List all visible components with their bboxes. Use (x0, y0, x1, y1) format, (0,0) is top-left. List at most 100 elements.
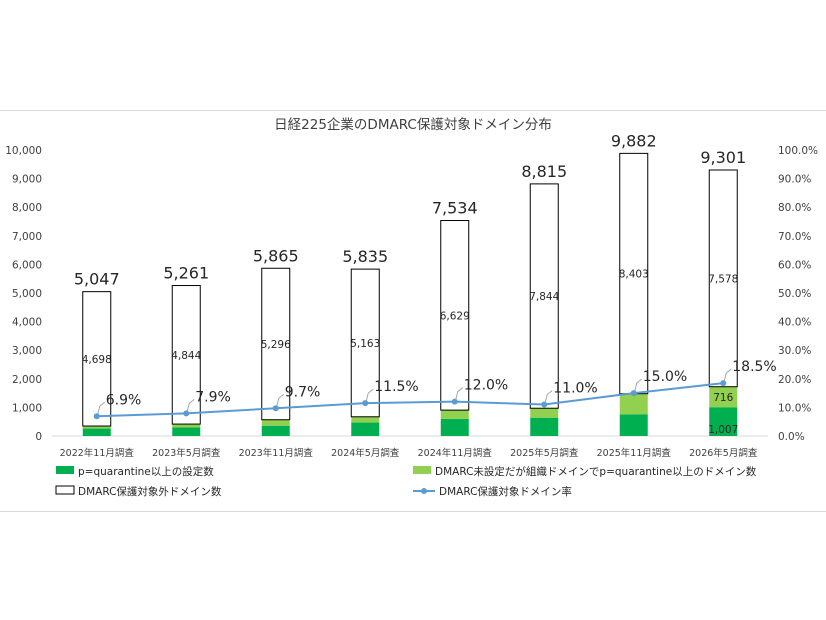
rate-point (541, 401, 548, 408)
segment-value-label: 7,844 (529, 291, 559, 303)
rate-value-label: 7.9% (195, 389, 231, 405)
total-value-label: 5,835 (342, 247, 388, 266)
legend-label: DMARC保護対象ドメイン率 (439, 485, 572, 498)
bar-segment (619, 393, 648, 415)
rate-point (93, 413, 100, 420)
bar-segment (530, 408, 559, 418)
y-right-tick-label: 80.0% (778, 202, 811, 214)
rate-value-label: 11.5% (374, 379, 418, 395)
total-value-label: 5,261 (163, 264, 209, 283)
rate-point (183, 410, 190, 417)
bar-segment (82, 426, 111, 429)
x-category-label: 2022年11月調査 (60, 447, 135, 459)
rate-point (272, 405, 279, 412)
y-right-tick-label: 40.0% (778, 317, 811, 329)
segment-value-label: 8,403 (619, 269, 649, 281)
x-category-label: 2026年5月調査 (689, 447, 758, 459)
bar-segment (709, 407, 738, 436)
y-right-tick-label: 30.0% (778, 345, 811, 357)
y-left-tick-label: 3,000 (12, 345, 42, 357)
bar-segment (350, 268, 380, 418)
y-right-tick-label: 90.0% (778, 174, 811, 186)
legend-label: DMARC未設定だが組織ドメインでp=quarantine以上のドメイン数 (435, 465, 757, 478)
rate-value-label: 12.0% (464, 378, 508, 394)
bar-segment (708, 169, 738, 388)
bar-segment (82, 428, 111, 436)
rate-line (93, 368, 732, 420)
total-value-label: 5,047 (74, 270, 120, 289)
x-category-label: 2023年11月調査 (239, 447, 314, 459)
segment-value-label: 5,296 (261, 339, 291, 351)
x-axis-labels: 2022年11月調査 2023年5月調査 2023年11月調査 2024年5月調査 20… (60, 447, 758, 459)
y-right-tick-label: 100.0% (778, 145, 818, 157)
bar-segment (171, 285, 201, 425)
bar-segment (619, 414, 648, 436)
x-category-label: 2024年5月調査 (331, 447, 400, 459)
rate-value-label: 15.0% (643, 369, 687, 385)
segment-value-label: 4,698 (82, 354, 112, 366)
bar-segment (351, 416, 380, 423)
rate-value-label: 18.5% (732, 359, 776, 375)
bar-segment (440, 418, 469, 436)
y-right-tick-label: 20.0% (778, 374, 811, 386)
y-axis-left: 0 1,000 2,000 3,000 4,000 5,000 6,000 7,000 8,00… (5, 145, 768, 443)
rate-line-path (96, 382, 724, 418)
bar-segment (261, 425, 290, 436)
bar-segment (261, 267, 291, 421)
x-category-label: 2024年11月調査 (418, 447, 493, 459)
bar-segment (709, 386, 738, 408)
y-left-tick-label: 0 (35, 431, 42, 443)
bar-segment (172, 427, 201, 436)
total-value-label: 9,882 (611, 131, 657, 150)
bar-segment (82, 291, 112, 427)
y-right-tick-label: 10.0% (778, 402, 811, 414)
y-right-tick-label: 70.0% (778, 231, 811, 243)
rate-point (630, 390, 637, 397)
chart-area (0, 110, 826, 512)
segment-value-label: 716 (713, 392, 733, 404)
total-value-label: 7,534 (432, 199, 478, 218)
bar-segment (261, 419, 290, 426)
x-category-label: 2023年5月調査 (152, 447, 221, 459)
segment-value-label: 5,163 (350, 338, 380, 350)
legend-swatch (413, 466, 431, 474)
y-left-tick-label: 9,000 (12, 174, 42, 186)
y-left-tick-label: 10,000 (5, 145, 42, 157)
legend-label: p=quarantine以上の設定数 (78, 465, 214, 478)
rate-point (451, 398, 458, 405)
x-category-label: 2025年5月調査 (510, 447, 579, 459)
total-value-label: 5,865 (253, 246, 299, 265)
bar-segment (440, 410, 469, 419)
segment-value-label: 1,007 (708, 424, 738, 436)
segment-value-label: 6,629 (440, 310, 470, 322)
rate-point (720, 380, 727, 387)
legend-swatch (56, 466, 74, 474)
y-axis-right: 0.0% 10.0% 20.0% 30.0% 40.0% 50.0% 60.0% 70.0% 8… (778, 145, 818, 443)
y-right-tick-label: 50.0% (778, 288, 811, 300)
label-leader (723, 368, 732, 382)
y-right-tick-label: 0.0% (778, 431, 805, 443)
rate-value-label: 9.7% (285, 384, 321, 400)
y-left-tick-label: 4,000 (12, 317, 42, 329)
data-labels: 4,698 5,047 4,844 5,261 5,296 5,865 5,163 5,835… (74, 131, 777, 436)
y-left-tick-label: 7,000 (12, 231, 42, 243)
bar-segment (351, 422, 380, 436)
label-leader (276, 393, 285, 407)
bar-segment (530, 417, 559, 436)
label-leader (186, 399, 195, 412)
y-left-tick-label: 5,000 (12, 288, 42, 300)
label-leader (97, 401, 106, 415)
chart-title: 日経225企業のDMARC保護対象ドメイン分布 (274, 116, 552, 133)
bar-segment (440, 220, 470, 411)
total-value-label: 8,815 (521, 162, 567, 181)
legend-marker (421, 488, 427, 494)
y-left-tick-label: 8,000 (12, 202, 42, 214)
legend-swatch (55, 485, 75, 495)
label-leader (634, 378, 643, 392)
y-left-tick-label: 1,000 (12, 402, 42, 414)
y-left-tick-label: 2,000 (12, 374, 42, 386)
bar-segment (172, 424, 201, 428)
segment-value-label: 4,844 (171, 350, 201, 362)
bars (82, 152, 738, 436)
